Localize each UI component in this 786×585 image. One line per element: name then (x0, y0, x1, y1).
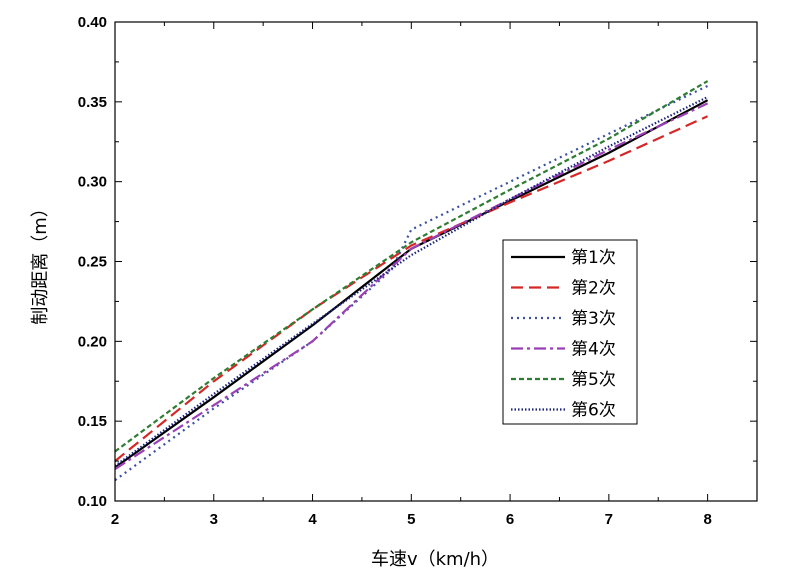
legend-label-4: 第4次 (571, 340, 616, 360)
x-tick-label: 8 (703, 511, 711, 528)
axes: 2 3 4 5 6 7 8 0.10 0.15 0.20 0.25 0.30 0.35 0.40 (78, 14, 758, 528)
y-tick-label: 0.40 (78, 14, 107, 31)
x-tick-label: 4 (308, 511, 317, 528)
y-tick-label: 0.25 (78, 254, 107, 271)
legend-label-5: 第5次 (571, 370, 616, 390)
y-tick-label: 0.15 (78, 413, 107, 430)
series-line-2 (114, 115, 709, 462)
x-tick-label: 6 (506, 511, 514, 528)
series-line-6 (114, 96, 709, 467)
plot-frame (114, 21, 758, 502)
legend-label-2: 第2次 (571, 279, 616, 299)
series-line-3 (114, 84, 709, 482)
y-tick-label: 0.20 (78, 333, 107, 350)
x-tick-label: 3 (210, 511, 218, 528)
x-axis-title: 车速v（km/h） (371, 549, 499, 570)
x-tick-label: 5 (407, 511, 415, 528)
plot-lines (114, 80, 709, 482)
y-tick-label: 0.10 (78, 493, 107, 510)
legend-label-6: 第6次 (571, 401, 616, 421)
legend-label-3: 第3次 (571, 309, 616, 329)
legend-label-1: 第1次 (571, 248, 616, 268)
x-tick-label: 7 (605, 511, 613, 528)
legend-box (502, 239, 638, 425)
x-tick-label: 2 (111, 511, 119, 528)
series-line-4 (114, 102, 709, 471)
y-tick-label: 0.35 (78, 94, 107, 111)
y-axis-title: 制动距离（m） (30, 199, 51, 325)
series-line-5 (114, 80, 709, 453)
y-tick-label: 0.30 (78, 174, 107, 191)
